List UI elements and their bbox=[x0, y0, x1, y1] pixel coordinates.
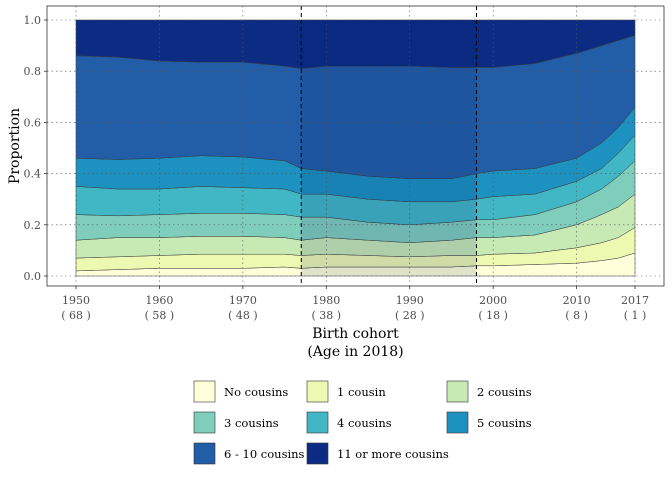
y-axis: 0.0 0.2 0.4 0.6 0.8 1.0 bbox=[24, 14, 47, 283]
legend-item: 3 cousins bbox=[193, 411, 279, 434]
x-tick-age-label: ( 58 ) bbox=[145, 309, 175, 322]
legend-swatch bbox=[306, 442, 329, 465]
legend-label: 2 cousins bbox=[477, 385, 532, 399]
legend-label: 6 - 10 cousins bbox=[224, 447, 305, 461]
x-tick-age-label: ( 8 ) bbox=[565, 309, 588, 322]
x-axis-title: Birth cohort bbox=[312, 326, 399, 342]
y-tick-label: 1.0 bbox=[24, 14, 42, 27]
y-tick-label: 0.8 bbox=[24, 65, 42, 78]
legend-label: 1 cousin bbox=[337, 385, 386, 399]
legend: No cousins 1 cousin 2 cousins 3 cousins 4 co… bbox=[193, 380, 532, 465]
x-tick-age-label: ( 68 ) bbox=[61, 309, 91, 322]
legend-item: 5 cousins bbox=[446, 411, 532, 434]
legend-item: 6 - 10 cousins bbox=[193, 442, 305, 465]
legend-swatch bbox=[193, 411, 216, 434]
stacked-areas bbox=[75, 19, 636, 277]
x-tick-label: 1970 bbox=[229, 294, 257, 307]
highlight-overlay bbox=[300, 6, 477, 286]
legend-label: 5 cousins bbox=[477, 416, 532, 430]
x-tick-label: 1950 bbox=[62, 294, 90, 307]
x-tick-label: 1980 bbox=[312, 294, 340, 307]
highlight-band bbox=[301, 20, 477, 276]
legend-item: No cousins bbox=[193, 380, 288, 403]
legend-item: 2 cousins bbox=[446, 380, 532, 403]
x-tick-age-label: ( 28 ) bbox=[395, 309, 425, 322]
legend-item: 1 cousin bbox=[306, 380, 386, 403]
x-tick-age-label: ( 18 ) bbox=[478, 309, 508, 322]
legend-swatch bbox=[306, 380, 329, 403]
legend-label: 4 cousins bbox=[337, 416, 392, 430]
y-tick-label: 0.0 bbox=[24, 270, 42, 283]
legend-label: 11 or more cousins bbox=[337, 447, 449, 461]
x-tick-age-label: ( 48 ) bbox=[228, 309, 258, 322]
x-tick-label: 2017 bbox=[621, 294, 649, 307]
x-tick-label: 2010 bbox=[563, 294, 591, 307]
x-tick-label: 2000 bbox=[479, 294, 507, 307]
plot-panel-border bbox=[46, 5, 665, 287]
legend-item: 11 or more cousins bbox=[306, 442, 449, 465]
legend-label: No cousins bbox=[224, 385, 288, 399]
x-axis: 1950 ( 68 ) 1960 ( 58 ) 1970 ( 48 ) 1980 ( 38 )… bbox=[61, 286, 649, 322]
legend-item: 4 cousins bbox=[306, 411, 392, 434]
gridlines bbox=[47, 6, 664, 286]
y-tick-label: 0.2 bbox=[24, 219, 42, 232]
x-tick-label: 1990 bbox=[396, 294, 424, 307]
legend-swatch bbox=[446, 380, 469, 403]
y-tick-label: 0.6 bbox=[24, 116, 42, 129]
legend-swatch bbox=[193, 380, 216, 403]
x-axis-subtitle: (Age in 2018) bbox=[307, 344, 403, 360]
y-axis-title: Proportion bbox=[7, 108, 23, 184]
x-tick-age-label: ( 38 ) bbox=[312, 309, 342, 322]
legend-swatch bbox=[193, 442, 216, 465]
x-tick-label: 1960 bbox=[145, 294, 173, 307]
legend-label: 3 cousins bbox=[224, 416, 279, 430]
y-tick-label: 0.4 bbox=[24, 168, 42, 181]
legend-swatch bbox=[446, 411, 469, 434]
legend-swatch bbox=[306, 411, 329, 434]
x-tick-age-label: ( 1 ) bbox=[624, 309, 647, 322]
